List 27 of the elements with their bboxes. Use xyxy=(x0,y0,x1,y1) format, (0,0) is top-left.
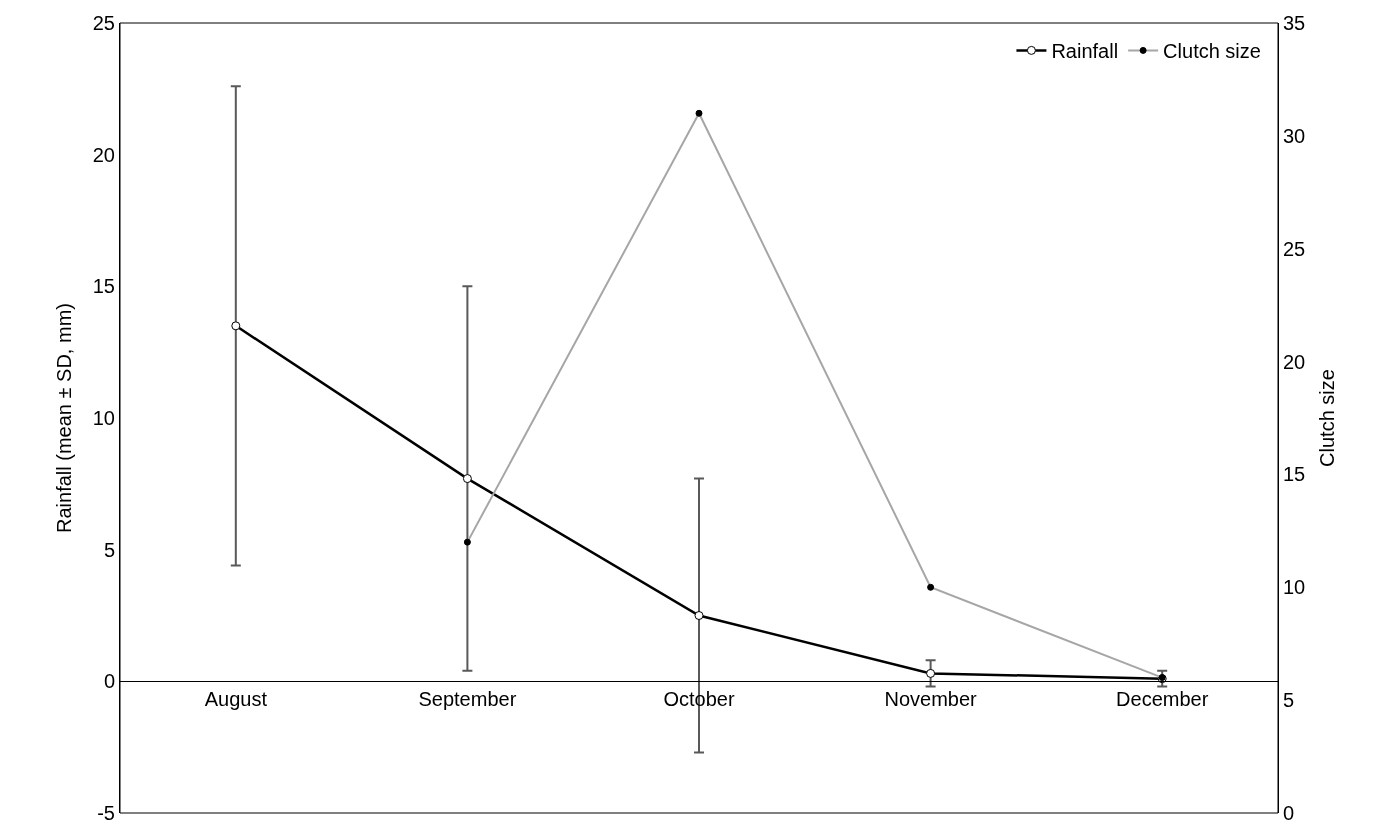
y2-axis-title: Clutch size xyxy=(1315,369,1338,467)
y2-tick-label: 0 xyxy=(1283,802,1295,824)
x-tick-label: November xyxy=(884,688,978,711)
y-tick-label: 15 xyxy=(92,275,115,298)
point xyxy=(231,321,241,331)
legend-label: Rainfall xyxy=(1051,40,1119,63)
y-tick-label: 25 xyxy=(92,12,115,34)
point xyxy=(694,611,704,620)
y-tick-label: 10 xyxy=(92,407,115,429)
y-tick-label: 20 xyxy=(92,143,115,166)
x-tick-label: August xyxy=(204,688,268,711)
y-axis-title: Rainfall (mean ± SD, mm) xyxy=(53,303,76,533)
legend-label: Clutch size xyxy=(1163,40,1261,63)
y2-tick-label: 10 xyxy=(1283,576,1306,599)
y-tick-label: 5 xyxy=(103,538,115,561)
y2-tick-label: 20 xyxy=(1283,350,1306,373)
point xyxy=(462,474,472,484)
x-tick-label: September xyxy=(418,688,517,711)
y2-tick-label: 5 xyxy=(1283,689,1295,712)
y-tick-label: 0 xyxy=(103,670,115,693)
y2-tick-label: 15 xyxy=(1283,463,1306,486)
y2-tick-label: 35 xyxy=(1283,12,1306,34)
y2-tick-label: 30 xyxy=(1283,124,1306,147)
point xyxy=(926,668,936,678)
x-tick-label: December xyxy=(1116,688,1209,711)
y2-tick-label: 25 xyxy=(1283,237,1306,260)
y-tick-label: -5 xyxy=(97,802,115,824)
